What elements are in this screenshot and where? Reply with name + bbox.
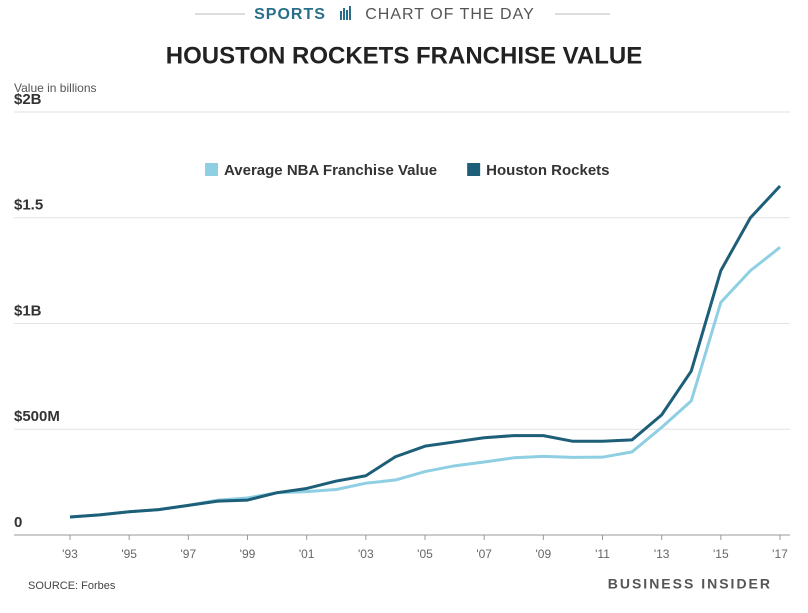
legend-swatch — [467, 163, 481, 176]
x-tick-label: '05 — [417, 547, 433, 561]
series-line — [69, 246, 781, 519]
legend-label: Average NBA Franchise Value — [224, 162, 437, 179]
y-axis-label: Value in billions — [14, 81, 97, 95]
x-tick-label: '99 — [240, 547, 256, 561]
kicker: SPORTS — [254, 6, 326, 23]
legend-label: Houston Rockets — [486, 162, 609, 179]
x-tick-label: '13 — [654, 547, 670, 561]
y-tick-label: 0 — [14, 514, 22, 531]
y-tick-label: $1B — [14, 302, 42, 319]
x-tick-label: '11 — [595, 547, 610, 561]
x-tick-label: '15 — [713, 547, 729, 561]
kicker-rest: CHART OF THE DAY — [365, 6, 535, 23]
x-tick-label: '09 — [536, 547, 552, 561]
chart-title: HOUSTON ROCKETS FRANCHISE VALUE — [166, 42, 642, 69]
x-tick-label: '97 — [181, 547, 197, 561]
x-tick-label: '07 — [476, 547, 492, 561]
y-tick-label: $500M — [14, 408, 60, 425]
x-tick-label: '01 — [299, 547, 315, 561]
brand: BUSINESS INSIDER — [608, 576, 772, 592]
legend-swatch — [205, 163, 218, 176]
y-tick-label: $1.5 — [14, 197, 43, 214]
source: SOURCE: Forbes — [28, 580, 116, 592]
x-tick-label: '17 — [772, 547, 788, 561]
x-tick-label: '95 — [121, 547, 137, 561]
y-tick-label: $2B — [14, 91, 42, 108]
x-tick-label: '93 — [62, 547, 78, 561]
icon — [340, 6, 351, 20]
series-line — [69, 185, 782, 519]
x-tick-label: '03 — [358, 547, 374, 561]
